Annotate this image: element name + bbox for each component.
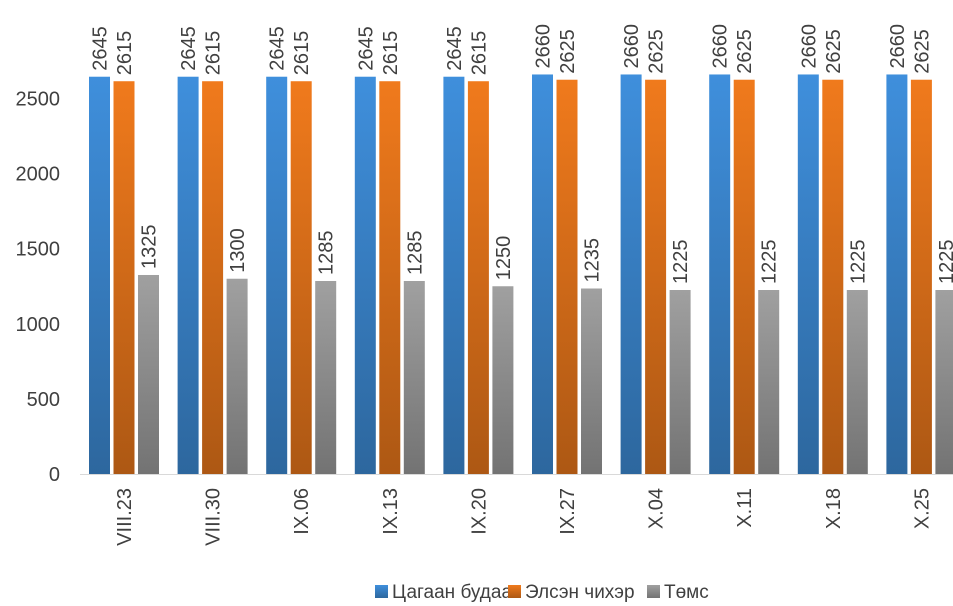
data-label: 2645	[355, 26, 377, 71]
data-label: 1285	[404, 230, 426, 275]
bar-3	[581, 288, 602, 474]
legend-item: Цагаан будаа	[375, 582, 512, 603]
x-tick-label: IX.20	[468, 488, 490, 535]
bar-2	[113, 81, 135, 475]
y-tick-label: 0	[49, 464, 60, 486]
bar-2	[910, 79, 932, 474]
bar-1	[89, 76, 110, 474]
bar-2	[645, 79, 667, 474]
data-label: 1285	[316, 230, 338, 275]
bar-3	[403, 280, 425, 474]
data-label: 2615	[468, 31, 490, 76]
data-label: 2625	[911, 29, 933, 74]
data-label: 2660	[710, 24, 732, 69]
data-label: 1325	[139, 224, 161, 269]
data-label: 2625	[646, 29, 668, 74]
bar-1	[620, 74, 642, 474]
data-label: 2645	[178, 26, 200, 71]
data-label: 2645	[90, 26, 112, 71]
bar-2	[733, 79, 755, 474]
bar-1	[354, 76, 376, 474]
bar-1	[886, 74, 908, 474]
data-label: 2645	[444, 26, 466, 71]
x-tick-label: IX.13	[380, 488, 402, 535]
bar-1	[177, 76, 199, 474]
y-axis: 0 500 1000 1500 2000 2500	[16, 89, 61, 487]
bar-3	[669, 290, 691, 474]
x-tick-label: X.04	[646, 488, 668, 529]
data-label: 2625	[557, 29, 579, 74]
x-tick-label: IX.06	[291, 488, 313, 535]
data-label: 1225	[847, 240, 869, 285]
y-tick-label: 1000	[16, 314, 61, 336]
legend: Цагаан будаа Элсэн чихэр Төмс	[375, 582, 709, 603]
bar-1	[532, 74, 553, 474]
data-label: 2615	[203, 31, 225, 76]
y-tick-label: 1500	[16, 239, 61, 261]
legend-swatch	[647, 585, 660, 598]
data-label: 1225	[936, 240, 953, 285]
bar-2	[822, 79, 844, 474]
legend-label: Элсэн чихэр	[525, 582, 635, 603]
data-label: 2645	[267, 26, 289, 71]
bar-2	[379, 81, 401, 475]
data-label: 2615	[380, 31, 402, 76]
data-label: 1225	[759, 240, 781, 285]
x-tick-label: VIII.23	[114, 488, 136, 546]
bar-3	[315, 280, 337, 474]
data-label: 2625	[823, 29, 845, 74]
bar-2	[202, 81, 224, 475]
data-label: 2660	[533, 24, 555, 69]
bars	[89, 74, 953, 475]
legend-item: Элсэн чихэр	[508, 582, 635, 603]
data-label: 1250	[493, 236, 515, 281]
data-label: 2625	[734, 29, 756, 74]
bar-1	[709, 74, 731, 474]
data-label: 2615	[114, 31, 136, 76]
bar-3	[935, 290, 953, 474]
y-tick-label: 500	[27, 389, 60, 411]
bar-3	[758, 290, 780, 474]
y-tick-label: 2500	[16, 89, 61, 111]
data-label: 2615	[291, 31, 313, 76]
data-label: 2660	[621, 24, 643, 69]
x-tick-label: X.11	[734, 488, 756, 528]
data-label: 2660	[887, 24, 909, 69]
bar-1	[797, 74, 819, 474]
bar-3	[138, 274, 159, 474]
bar-2	[467, 81, 489, 475]
legend-label: Төмс	[664, 582, 709, 603]
data-label: 2660	[798, 24, 820, 69]
legend-swatch	[508, 585, 521, 598]
data-label: 1235	[582, 238, 604, 283]
y-tick-label: 2000	[16, 164, 61, 186]
data-label: 1225	[670, 240, 692, 285]
x-tick-label: IX.27	[557, 488, 579, 535]
x-axis: VIII.23 VIII.30 IX.06 IX.13 IX.20 IX.27 X.04 X.…	[80, 474, 953, 546]
bar-3	[846, 290, 868, 474]
legend-swatch	[375, 585, 388, 598]
x-tick-label: X.25	[911, 488, 933, 529]
legend-label: Цагаан будаа	[392, 582, 512, 603]
data-label: 1300	[227, 228, 249, 273]
legend-item: Төмс	[647, 582, 709, 603]
bar-2	[556, 79, 578, 474]
bar-1	[266, 76, 288, 474]
x-tick-label: VIII.30	[203, 488, 225, 546]
bar-3	[226, 278, 248, 474]
bar-1	[443, 76, 465, 474]
bar-2	[290, 81, 312, 475]
x-tick-label: X.18	[823, 488, 845, 529]
bar-3	[492, 286, 514, 474]
